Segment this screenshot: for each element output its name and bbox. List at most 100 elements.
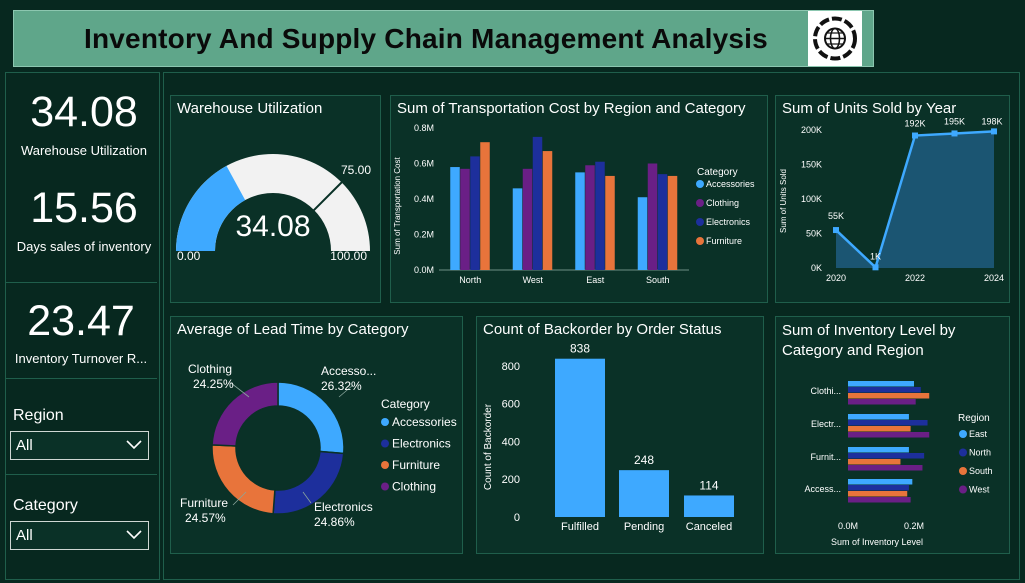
y-tick-label: 200 <box>502 474 520 486</box>
bar-south <box>848 393 930 399</box>
bar-south <box>848 491 908 497</box>
legend-entry: Furniture <box>392 458 440 472</box>
y-tick-label: 0 <box>514 512 520 524</box>
lead-time-donut-chart: Category Accesso...26.32%Electronics24.8… <box>180 362 457 529</box>
slice-label-name: Accesso... <box>321 364 376 378</box>
data-label: 192K <box>904 119 925 129</box>
bar-south-furniture <box>667 175 678 270</box>
legend-swatch <box>959 430 967 438</box>
legend-entry: Accessories <box>706 179 755 189</box>
data-label: 195K <box>944 116 965 126</box>
x-tick-label: North <box>459 275 481 285</box>
data-point <box>951 130 958 137</box>
bar-east-clothing <box>585 165 595 270</box>
x-tick-label: Canceled <box>686 521 732 533</box>
slice-label-pct: 26.32% <box>321 379 362 393</box>
y-tick-label: 0.8M <box>414 123 434 133</box>
gauge-chart: 34.08 0.00 100.00 75.00 <box>176 154 371 263</box>
inventory-level-panel[interactable]: Sum of Inventory Level by Category and R… <box>775 316 1010 554</box>
kpi-label: Warehouse Utilization <box>21 143 147 158</box>
slice-label-name: Furniture <box>180 496 228 510</box>
main-area <box>163 72 1020 580</box>
bar-south-electronics <box>657 174 668 270</box>
backorder-chart: Count of Backorder 0 200 400 600 800 838 Fulfi… <box>483 342 734 533</box>
bar-north <box>848 485 909 491</box>
legend-swatch <box>696 218 704 226</box>
warehouse-utilization-panel[interactable]: Warehouse Utilization 34.08 0.00 100.00 … <box>170 95 381 303</box>
slicer-divider <box>5 474 157 475</box>
legend-entry: Clothing <box>706 198 739 208</box>
y-tick-label: 0.2M <box>414 230 434 240</box>
slice-label-pct: 24.25% <box>193 377 234 391</box>
y-tick-label: 800 <box>502 361 520 373</box>
legend-swatch <box>959 448 967 457</box>
data-label: 838 <box>570 342 590 356</box>
panel-title-line2: Category and Region <box>782 342 924 359</box>
bar-west <box>848 497 911 503</box>
bar-south <box>848 459 901 465</box>
kpi-value: 15.56 <box>30 184 138 232</box>
category-slicer-dropdown[interactable]: All <box>10 521 149 550</box>
x-tick-label: South <box>646 275 670 285</box>
bar-south-accessories <box>637 197 648 270</box>
legend-entry: Electronics <box>392 437 451 451</box>
x-tick-label: East <box>586 275 605 285</box>
bar-east-furniture <box>605 175 615 270</box>
bar-west-furniture <box>542 151 553 270</box>
y-tick-label: 0K <box>811 263 822 273</box>
donut-slice-clothing <box>211 381 279 447</box>
area-fill <box>836 131 994 268</box>
legend-swatch <box>959 467 967 475</box>
x-tick-label: 0.0M <box>838 521 858 531</box>
leader-line <box>302 491 312 504</box>
data-label: 114 <box>699 478 718 492</box>
y-tick-label: Access... <box>804 484 841 494</box>
bar-east <box>848 381 914 387</box>
lead-time-panel[interactable]: Average of Lead Time by Category Categor… <box>170 316 463 554</box>
bar-west <box>848 399 916 405</box>
kpi-inventory-turnover: 23.47 Inventory Turnover R... <box>5 282 157 379</box>
legend-title: Category <box>381 397 430 411</box>
legend-swatch <box>381 482 389 491</box>
transport-cost-panel[interactable]: Sum of Transportation Cost by Region and… <box>390 95 768 303</box>
globe-gear-icon <box>808 11 862 66</box>
page-title: Inventory And Supply Chain Management An… <box>84 23 768 54</box>
legend-swatch <box>381 439 389 448</box>
bar-west-clothing <box>522 168 533 270</box>
inventory-level-chart: Sum of Inventory Level Region Clothi... E… <box>804 381 993 547</box>
category-slicer-value: All <box>16 527 33 544</box>
data-point <box>872 264 879 271</box>
y-axis-label: Sum of Transportation Cost <box>393 157 402 255</box>
legend-title: Category <box>697 167 738 178</box>
bar-east <box>848 414 909 420</box>
x-tick-label: 2024 <box>984 273 1004 283</box>
data-point <box>912 132 918 139</box>
y-tick-label: 0.0M <box>414 265 434 275</box>
kpi-label: Days sales of inventory <box>16 239 152 254</box>
slice-label-name: Electronics <box>314 500 373 514</box>
backorder-panel[interactable]: Count of Backorder by Order Status Count… <box>476 316 764 554</box>
bar-east-electronics <box>595 161 605 270</box>
legend-title: Region <box>958 413 990 424</box>
y-tick-label: 0.4M <box>414 194 434 204</box>
bar-north <box>848 453 925 459</box>
bar-north-furniture <box>480 142 490 270</box>
legend-entry: Furniture <box>706 236 742 246</box>
kpi-warehouse-utilization: 34.08 Warehouse Utilization <box>8 80 160 170</box>
gauge-target-line <box>311 180 344 213</box>
region-slicer-value: All <box>16 437 33 454</box>
legend-entry: East <box>969 429 988 439</box>
units-sold-panel[interactable]: Sum of Units Sold by Year Sum of Units S… <box>775 95 1010 303</box>
bar-south <box>848 426 911 432</box>
x-tick-label: West <box>523 275 544 285</box>
x-axis-label: Sum of Inventory Level <box>831 537 923 547</box>
legend-swatch <box>696 180 704 188</box>
y-tick-label: Clothi... <box>810 386 841 396</box>
x-tick-label: 0.2M <box>904 521 924 531</box>
legend-swatch <box>381 418 389 426</box>
panel-title: Sum of Transportation Cost by Region and… <box>397 100 746 117</box>
units-sold-chart: Sum of Units Sold 0K 50K 100K 150K 200K 2020 2… <box>779 116 1004 283</box>
region-slicer-dropdown[interactable]: All <box>10 431 149 460</box>
kpi-days-sales-inventory: 15.56 Days sales of inventory <box>8 176 160 266</box>
bar-west <box>848 432 930 438</box>
